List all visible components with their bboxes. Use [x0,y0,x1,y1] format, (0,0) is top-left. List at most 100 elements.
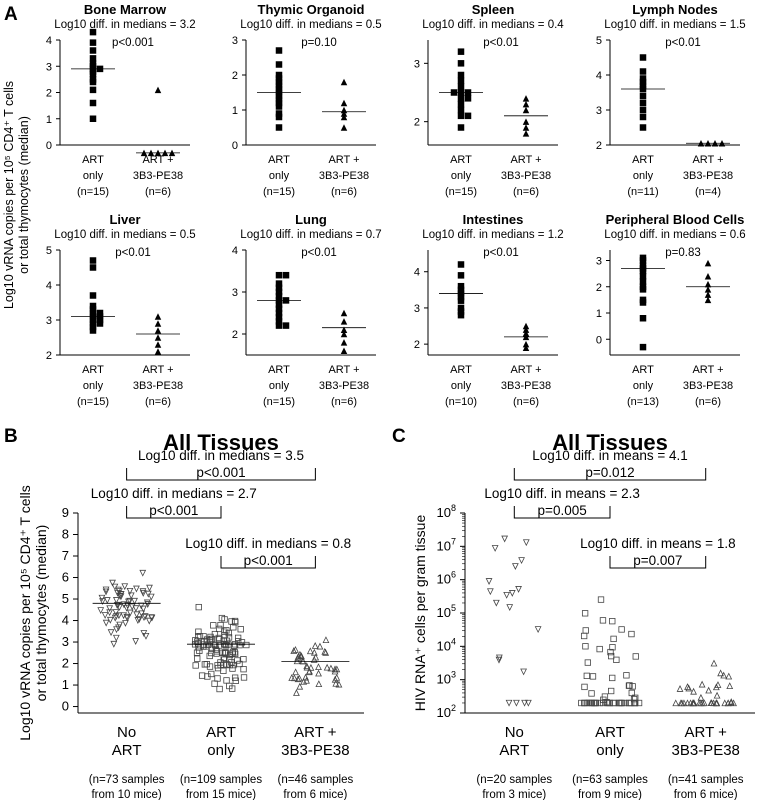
comparison-p-value: p=0.012 [585,465,634,480]
data-point [635,699,643,707]
data-point [704,280,712,288]
y-tick-label: 4 [62,613,69,628]
data-point [315,663,322,671]
data-point [275,313,283,321]
data-point [518,557,525,565]
data-point [503,592,511,599]
data-point [584,659,591,666]
data-point [306,647,314,655]
data-point [457,297,465,304]
y-tick-label: 6 [62,570,69,585]
data-point [726,682,734,689]
data-point [275,92,283,100]
data-point [236,660,243,668]
group-label: (n=11) [627,186,658,198]
data-point [639,257,647,264]
data-point [144,590,152,598]
data-point [154,348,162,355]
data-point [672,699,680,707]
data-point [639,75,647,82]
data-point [148,614,155,622]
data-point [112,609,120,617]
data-point [704,273,712,280]
data-point [457,77,465,85]
data-point [725,672,733,680]
data-point [140,614,148,622]
y-tick-label: 5 [62,591,69,606]
data-point [214,664,222,672]
data-point [340,110,348,117]
data-point [610,699,617,707]
y-tick-label: 2 [62,656,69,671]
data-point [121,583,129,591]
comparison-p-value: p<0.001 [244,553,293,568]
y-axis-label: Log10 vRNA copies per 10⁵ CD4⁺ T cells [17,485,33,740]
data-point [340,318,348,325]
data-point [275,318,283,325]
y-tick-label: 105 [437,603,456,620]
panel-title: All Tissues [552,430,668,455]
y-tick-label: 2 [596,282,602,294]
y-tick-label: 2 [46,88,52,100]
group-n-label: (n=20 samples [476,774,552,786]
data-point [521,699,528,707]
data-point [212,642,219,649]
y-tick-label: 3 [596,105,602,117]
group-label: only [596,742,624,759]
data-point [295,674,303,682]
data-point [524,699,532,707]
comparison-bracket [126,468,316,481]
group-label: ART [82,364,104,376]
data-point [522,106,530,114]
comparison-bracket [126,506,222,519]
data-point [275,322,283,329]
data-point [331,665,339,673]
data-point [200,633,207,640]
data-point [515,586,522,593]
data-point [508,590,516,597]
group-label: only [451,170,472,182]
data-point [282,271,290,279]
group-label: (n=6) [513,396,539,408]
data-point [457,95,465,102]
diff-label: Log10 diff. in medians = 1.5 [604,19,745,31]
plot-title: Spleen [472,2,515,17]
comparison-p-value: p<0.001 [196,465,245,480]
plot-title: Bone Marrow [84,2,167,17]
data-point [195,628,202,635]
plot-liver: Liver Log10 diff. in medians = 0.5 p<0.01 2… [46,212,196,408]
plot-bone-marrow: Bone Marrow Log10 diff. in medians = 3.2 p… [46,2,196,198]
data-point [730,699,737,707]
data-point [630,695,638,703]
data-point [628,689,635,697]
data-point [639,113,647,121]
p-value: p<0.01 [483,37,519,49]
data-point [275,284,283,292]
y-tick-label: 5 [46,245,52,257]
data-point [193,649,201,656]
diff-label: Log10 diff. in medians = 0.7 [240,229,381,241]
data-point [332,679,340,687]
data-point [296,682,304,690]
data-point [685,684,693,692]
data-point [99,598,106,606]
data-point [639,315,647,322]
data-point [583,672,590,680]
data-point [112,634,120,642]
group-label: ART + [328,364,359,376]
plot-title: Lymph Nodes [632,2,717,17]
data-point [311,641,319,649]
group-label: (n=6) [513,186,539,198]
panel-letters: A B C [4,4,406,447]
data-point [629,683,636,690]
group-label: 3B3-PE38 [319,380,369,392]
y-tick-label: 0 [46,140,52,152]
data-point [689,699,697,707]
data-point [282,322,290,329]
data-point [713,699,721,707]
data-point [120,601,128,609]
data-point [154,86,162,94]
y-tick-label: 3 [414,303,420,315]
data-point [101,612,109,619]
data-point [89,257,97,264]
